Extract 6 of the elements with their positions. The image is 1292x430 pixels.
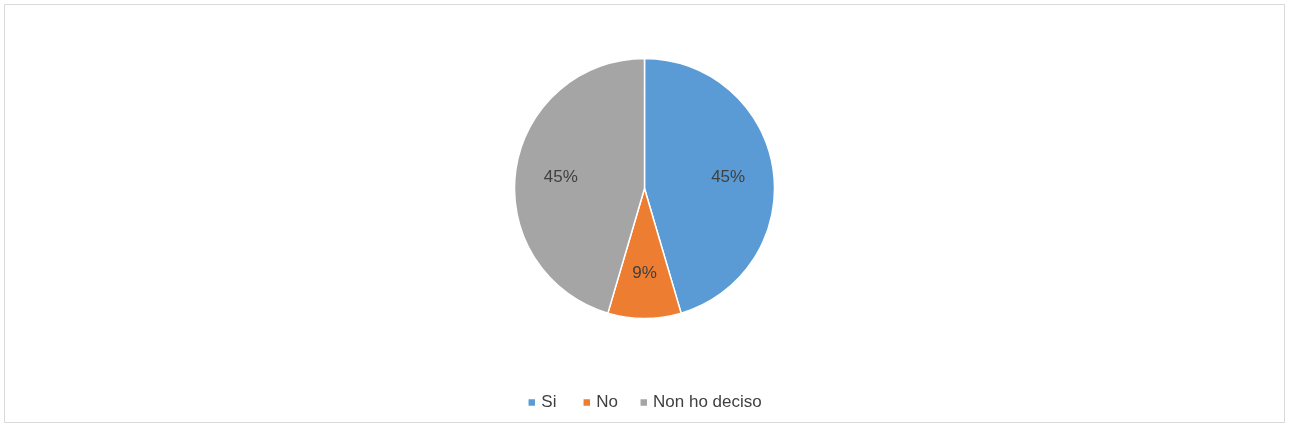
data-label: 45% <box>711 166 746 186</box>
legend-label: Non ho deciso <box>653 392 762 412</box>
legend-label: No <box>596 392 619 412</box>
data-label: 45% <box>543 166 578 186</box>
data-label: 9% <box>632 263 657 283</box>
legend-label: Si <box>541 392 558 412</box>
